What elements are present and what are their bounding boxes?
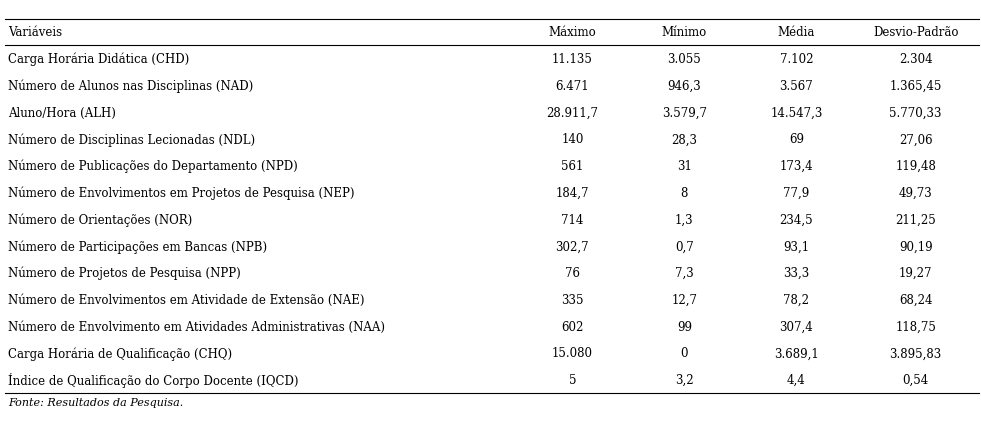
Text: 11.135: 11.135: [552, 53, 593, 66]
Text: Número de Alunos nas Disciplinas (NAD): Número de Alunos nas Disciplinas (NAD): [8, 79, 253, 93]
Text: 0,7: 0,7: [675, 240, 694, 253]
Text: 234,5: 234,5: [780, 213, 813, 226]
Text: Máximo: Máximo: [548, 26, 596, 39]
Text: 119,48: 119,48: [896, 160, 936, 173]
Text: Índice de Qualificação do Corpo Docente (IQCD): Índice de Qualificação do Corpo Docente …: [8, 372, 298, 387]
Text: Média: Média: [778, 26, 815, 39]
Text: Número de Publicações do Departamento (NPD): Número de Publicações do Departamento (N…: [8, 160, 297, 173]
Text: 15.080: 15.080: [552, 347, 593, 360]
Text: 7.102: 7.102: [780, 53, 813, 66]
Text: 118,75: 118,75: [896, 320, 936, 333]
Text: Fonte: Resultados da Pesquisa.: Fonte: Resultados da Pesquisa.: [8, 398, 183, 408]
Text: 2.304: 2.304: [899, 53, 933, 66]
Text: 302,7: 302,7: [555, 240, 590, 253]
Text: Mínimo: Mínimo: [662, 26, 707, 39]
Text: Número de Disciplinas Lecionadas (NDL): Número de Disciplinas Lecionadas (NDL): [8, 133, 255, 146]
Text: 12,7: 12,7: [671, 293, 697, 306]
Text: 184,7: 184,7: [555, 187, 589, 200]
Text: Variáveis: Variáveis: [8, 26, 62, 39]
Text: 28,3: 28,3: [671, 133, 697, 146]
Text: 69: 69: [789, 133, 803, 146]
Text: 5.770,33: 5.770,33: [890, 106, 942, 119]
Text: 33,3: 33,3: [783, 266, 809, 279]
Text: 3,2: 3,2: [675, 373, 694, 386]
Text: Número de Envolvimento em Atividades Administrativas (NAA): Número de Envolvimento em Atividades Adm…: [8, 320, 385, 333]
Text: Número de Orientações (NOR): Número de Orientações (NOR): [8, 213, 192, 227]
Text: 5: 5: [569, 373, 576, 386]
Text: Desvio-Padrão: Desvio-Padrão: [873, 26, 958, 39]
Text: Número de Projetos de Pesquisa (NPP): Número de Projetos de Pesquisa (NPP): [8, 266, 240, 280]
Text: 14.547,3: 14.547,3: [770, 106, 823, 119]
Text: 1.365,45: 1.365,45: [890, 80, 942, 93]
Text: Aluno/Hora (ALH): Aluno/Hora (ALH): [8, 106, 116, 119]
Text: 602: 602: [561, 320, 584, 333]
Text: 714: 714: [561, 213, 584, 226]
Text: 3.689,1: 3.689,1: [774, 347, 819, 360]
Text: Carga Horária de Qualificação (CHQ): Carga Horária de Qualificação (CHQ): [8, 346, 232, 360]
Text: 946,3: 946,3: [667, 80, 701, 93]
Text: 6.471: 6.471: [555, 80, 590, 93]
Text: 173,4: 173,4: [780, 160, 813, 173]
Text: 211,25: 211,25: [896, 213, 936, 226]
Text: 0: 0: [681, 347, 688, 360]
Text: 7,3: 7,3: [675, 266, 694, 279]
Text: Número de Envolvimentos em Projetos de Pesquisa (NEP): Número de Envolvimentos em Projetos de P…: [8, 186, 354, 200]
Text: Número de Envolvimentos em Atividade de Extensão (NAE): Número de Envolvimentos em Atividade de …: [8, 293, 364, 306]
Text: 28.911,7: 28.911,7: [546, 106, 598, 119]
Text: 3.567: 3.567: [780, 80, 813, 93]
Text: 0,54: 0,54: [903, 373, 929, 386]
Text: 68,24: 68,24: [899, 293, 933, 306]
Text: Número de Participações em Bancas (NPB): Número de Participações em Bancas (NPB): [8, 240, 267, 253]
Text: 4,4: 4,4: [787, 373, 805, 386]
Text: 49,73: 49,73: [899, 187, 933, 200]
Text: 8: 8: [681, 187, 688, 200]
Text: 3.895,83: 3.895,83: [890, 347, 942, 360]
Text: 76: 76: [565, 266, 580, 279]
Text: 335: 335: [561, 293, 584, 306]
Text: 307,4: 307,4: [780, 320, 813, 333]
Text: 78,2: 78,2: [784, 293, 809, 306]
Text: 90,19: 90,19: [899, 240, 933, 253]
Text: 27,06: 27,06: [899, 133, 933, 146]
Text: 93,1: 93,1: [783, 240, 809, 253]
Text: 77,9: 77,9: [783, 187, 809, 200]
Text: 31: 31: [677, 160, 692, 173]
Text: 140: 140: [561, 133, 584, 146]
Text: 19,27: 19,27: [899, 266, 933, 279]
Text: 3.579,7: 3.579,7: [662, 106, 707, 119]
Text: Carga Horária Didática (CHD): Carga Horária Didática (CHD): [8, 53, 189, 66]
Text: 99: 99: [677, 320, 692, 333]
Text: 1,3: 1,3: [675, 213, 694, 226]
Text: 3.055: 3.055: [667, 53, 701, 66]
Text: 561: 561: [561, 160, 584, 173]
